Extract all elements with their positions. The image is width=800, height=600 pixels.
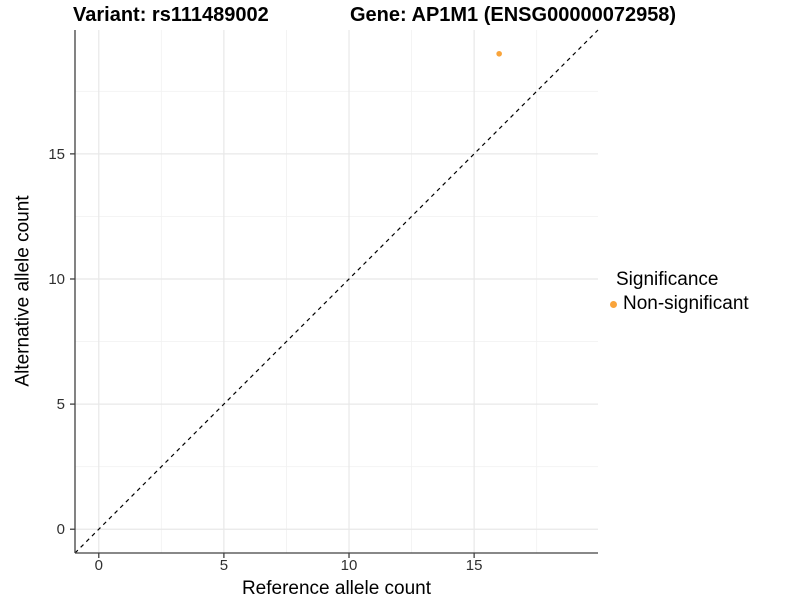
data-point [496,50,502,57]
x-tick-label: 15 [466,557,483,574]
legend-point-icon [610,300,617,308]
plot-title-variant: Variant: rs111489002 [73,4,269,26]
x-tick-label: 5 [220,557,228,574]
x-axis-title: Reference allele count [241,578,432,599]
x-tick-label: 10 [341,557,358,574]
y-tick-label: 15 [48,146,65,163]
y-tick-label: 0 [57,521,65,538]
y-tick-label: 5 [57,396,65,413]
legend-title: Significance [616,269,719,290]
x-tick-label: 0 [95,557,103,574]
plot-title-gene: Gene: AP1M1 (ENSG00000072958) [350,4,677,26]
y-axis-title: Alternative allele count [12,195,34,387]
legend-entry-label: Non-significant [623,293,749,314]
y-tick-label: 10 [48,271,65,288]
legend-entry: Non-significant [610,293,749,315]
legend: Significance Non-significant [610,269,749,315]
identity-dashed-line [74,29,599,554]
